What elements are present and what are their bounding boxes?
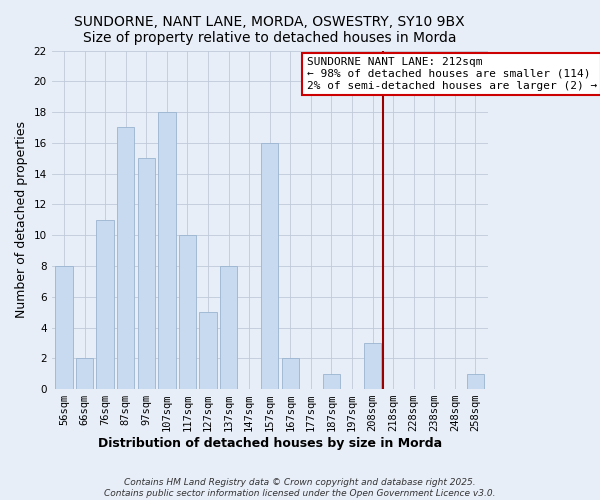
Bar	[323, 374, 340, 389]
Bar	[97, 220, 114, 389]
Bar	[281, 358, 299, 389]
Bar	[220, 266, 237, 389]
Bar	[55, 266, 73, 389]
Bar	[158, 112, 176, 389]
Bar	[76, 358, 94, 389]
Bar	[261, 143, 278, 389]
Title: SUNDORNE, NANT LANE, MORDA, OSWESTRY, SY10 9BX
Size of property relative to deta: SUNDORNE, NANT LANE, MORDA, OSWESTRY, SY…	[74, 15, 465, 45]
X-axis label: Distribution of detached houses by size in Morda: Distribution of detached houses by size …	[98, 437, 442, 450]
Text: SUNDORNE NANT LANE: 212sqm
← 98% of detached houses are smaller (114)
2% of semi: SUNDORNE NANT LANE: 212sqm ← 98% of deta…	[307, 58, 597, 90]
Bar	[467, 374, 484, 389]
Bar	[199, 312, 217, 389]
Bar	[117, 128, 134, 389]
Bar	[137, 158, 155, 389]
Bar	[179, 235, 196, 389]
Bar	[364, 343, 381, 389]
Text: Contains HM Land Registry data © Crown copyright and database right 2025.
Contai: Contains HM Land Registry data © Crown c…	[104, 478, 496, 498]
Y-axis label: Number of detached properties: Number of detached properties	[15, 122, 28, 318]
